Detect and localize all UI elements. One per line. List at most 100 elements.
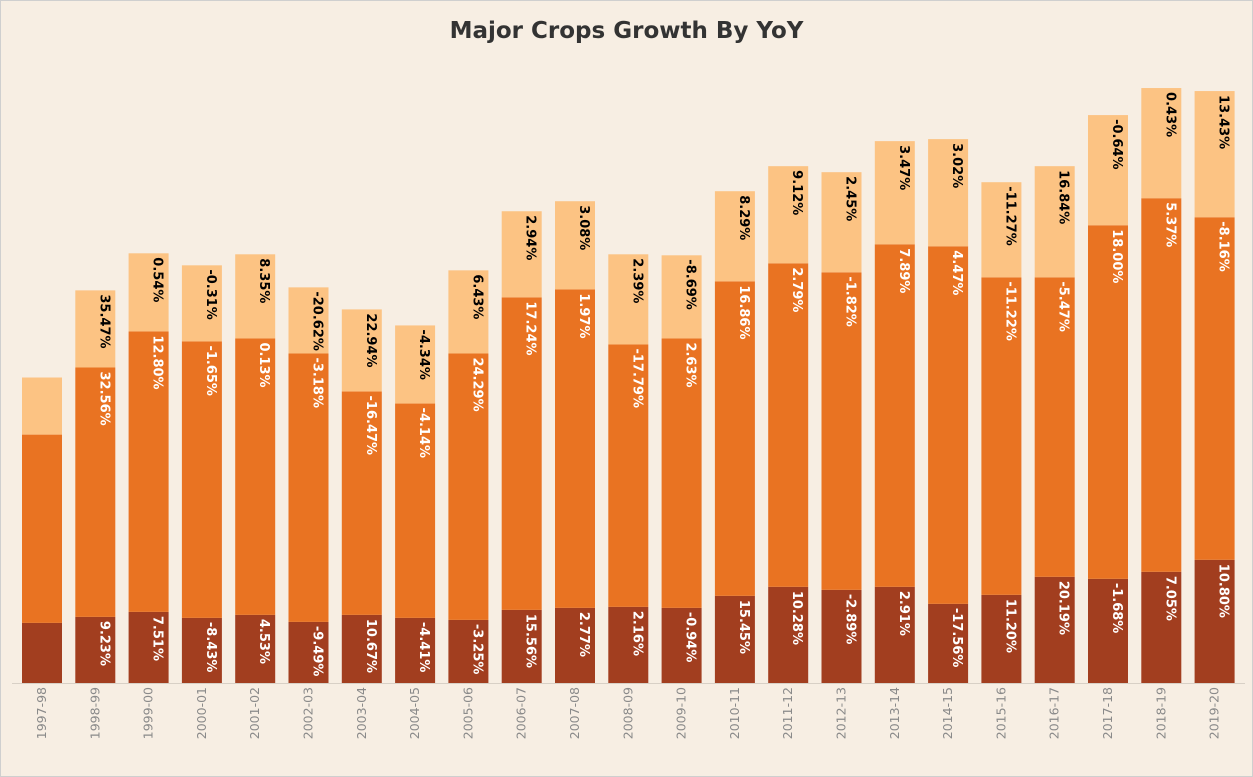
data-label: 12.80%: [150, 335, 165, 389]
bar-segment: [22, 434, 62, 623]
data-label: 3.02%: [949, 143, 964, 188]
bar-segment: [341, 614, 382, 683]
data-label: 4.53%: [256, 619, 271, 664]
bar-segment: [395, 403, 436, 618]
data-label: -17.79%: [629, 348, 644, 408]
data-label: 0.13%: [256, 342, 271, 387]
data-label: 2.94%: [523, 215, 538, 260]
bar-segment: [341, 309, 382, 392]
bar-segment: [448, 619, 489, 683]
x-tick-label: 2019-20: [1207, 687, 1222, 739]
bar-segment: [608, 606, 649, 683]
bar-segment: [1194, 217, 1235, 560]
x-tick-label: 2009-10: [674, 687, 689, 739]
data-label: 1.97%: [576, 293, 591, 338]
data-label: -2.89%: [843, 594, 858, 645]
data-label: 32.56%: [96, 371, 111, 425]
data-label: 9.12%: [789, 170, 804, 215]
data-label: 35.47%: [96, 294, 111, 348]
x-tick-label: 2008-09: [620, 687, 635, 739]
data-label: 2.91%: [896, 591, 911, 636]
bar-segment: [928, 246, 969, 604]
bar-segment: [75, 616, 116, 683]
data-label: -11.27%: [1002, 186, 1017, 246]
data-label: -0.64%: [1109, 119, 1124, 169]
bar-segment: [448, 353, 489, 620]
data-label: -17.56%: [949, 608, 964, 668]
x-tick-label: 2014-15: [940, 687, 955, 739]
bar-segment: [714, 595, 755, 683]
bar-segment: [555, 201, 595, 290]
x-tick-label: 2011-12: [780, 687, 795, 739]
x-tick-label: 2016-17: [1047, 687, 1062, 739]
bar-segment: [874, 244, 915, 587]
data-label: 11.20%: [1002, 599, 1017, 653]
data-label: 0.43%: [1162, 92, 1177, 137]
x-tick-label: 2000-01: [194, 687, 209, 739]
data-label: 24.29%: [469, 357, 484, 411]
data-label: -3.25%: [469, 624, 484, 675]
data-label: 16.84%: [1056, 170, 1071, 224]
data-label: 10.80%: [1216, 564, 1231, 618]
bar-segment: [661, 255, 702, 339]
data-label: -8.43%: [203, 622, 218, 673]
data-label: 8.29%: [736, 195, 751, 240]
x-tick-label: 2017-18: [1100, 687, 1115, 739]
data-label: -1.82%: [843, 276, 858, 327]
data-label: 8.35%: [256, 258, 271, 303]
data-label: 10.67%: [363, 619, 378, 673]
bar-segment: [714, 281, 755, 596]
x-tick-label: 2012-13: [834, 687, 849, 739]
data-label: 17.24%: [523, 301, 538, 355]
data-label: -8.16%: [1216, 221, 1231, 272]
data-label: 2.77%: [576, 612, 591, 657]
data-label: 7.51%: [150, 616, 165, 661]
bar-segment: [181, 617, 222, 683]
bar-segment: [928, 603, 969, 683]
x-tick-label: 2003-04: [354, 687, 369, 739]
bar-segment: [714, 191, 755, 282]
data-label: -5.47%: [1056, 281, 1071, 332]
bar-segment: [128, 253, 169, 332]
data-label: 22.94%: [363, 313, 378, 367]
data-label: -0.31%: [203, 269, 218, 320]
bar-segment: [501, 609, 542, 683]
bar-segment: [395, 617, 436, 683]
data-label: 7.05%: [1162, 576, 1177, 621]
bar-segment: [821, 172, 862, 273]
x-tick-label: 2006-07: [514, 687, 529, 739]
bar-segment: [448, 270, 489, 354]
data-label: -11.22%: [1002, 281, 1017, 341]
bar-segment: [661, 338, 702, 608]
bar-segment: [1034, 576, 1075, 683]
bar-segment: [555, 607, 595, 683]
data-label: 0.54%: [150, 257, 165, 302]
chart-title: Major Crops Growth By YoY: [449, 18, 804, 44]
bar-segment: [821, 272, 862, 590]
bar-segment: [395, 325, 436, 404]
data-label: -20.62%: [310, 291, 325, 351]
bar-segment: [1088, 115, 1128, 226]
data-label: -3.18%: [310, 357, 325, 408]
bar-segment: [75, 290, 116, 368]
data-label: 3.08%: [576, 205, 591, 250]
bar-segment: [1141, 198, 1182, 572]
data-label: 5.37%: [1162, 202, 1177, 247]
bar-segment: [981, 277, 1022, 595]
data-label: 9.23%: [96, 621, 111, 666]
bar-segment: [608, 344, 649, 607]
data-label: -1.68%: [1109, 583, 1124, 634]
data-label: 2.79%: [789, 267, 804, 312]
data-label: 18.00%: [1109, 229, 1124, 283]
bar-segment: [128, 611, 169, 683]
x-tick-label: 2001-02: [247, 687, 262, 739]
bar-segment: [75, 367, 116, 617]
x-tick-label: 1997-98: [34, 687, 49, 739]
bar-segment: [288, 353, 329, 622]
bar-segment: [1194, 91, 1235, 218]
bar-segment: [874, 586, 915, 683]
data-label: 13.43%: [1216, 95, 1231, 149]
bar-segment: [981, 594, 1022, 683]
data-label: 10.28%: [789, 591, 804, 645]
bar-segment: [661, 607, 702, 683]
